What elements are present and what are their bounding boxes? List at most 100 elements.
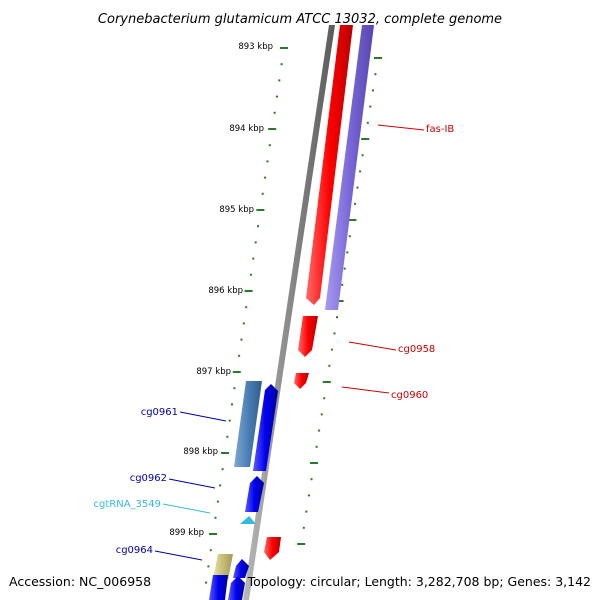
leader-cgtrna [162,503,211,514]
major-tick [348,219,357,221]
gene-blue-bottom-right-feature[interactable] [228,576,245,600]
label-leaders [154,124,425,561]
major-tick [297,543,306,545]
minor-tick [354,202,356,205]
major-tick [268,128,277,130]
leader-cg0961 [179,411,227,422]
gene-cg0960-feature[interactable] [294,373,309,389]
minor-tick [238,354,241,357]
minor-tick [371,89,374,92]
gene-label-cg0962[interactable]: cg0962 [130,473,167,484]
major-tick [232,371,241,373]
gene-label-cg0960[interactable]: cg0960 [391,390,428,401]
topology-summary-text: Topology: circular; Length: 3,282,708 bp… [247,574,591,589]
minor-tick [343,267,346,270]
major-tick [310,462,318,464]
minor-tick [333,332,336,335]
gene-blue-bottom-left-feature[interactable] [209,575,228,600]
minor-tick [207,565,210,568]
minor-tick [231,403,233,406]
minor-tick [266,160,269,163]
kbp-label: 898 kbp [183,447,218,457]
minor-tick [242,322,245,325]
minor-tick [228,419,231,422]
minor-tick [252,257,255,260]
kbp-label: 899 kbp [169,528,204,538]
minor-tick [315,445,318,448]
major-tick [256,209,265,211]
leader-cg0960 [341,386,390,394]
leader-fas-ib [377,124,425,131]
gene-fas-ia-feature[interactable] [306,25,353,305]
minor-tick [346,251,349,254]
minor-tick [341,283,344,286]
minor-tick [254,241,257,244]
minor-tick [336,316,338,319]
minor-tick [214,516,217,519]
gene-cg0962-feature[interactable] [245,476,264,512]
minor-tick [374,73,377,76]
major-tick [209,533,218,535]
gene-red-899-feature[interactable] [264,537,281,560]
minor-tick [356,186,359,189]
minor-tick [249,273,252,276]
gene-cgtRNA-3549-feature[interactable] [240,516,256,524]
minor-tick [328,364,331,367]
minor-tick [245,306,248,309]
minor-tick [240,338,243,341]
gene-cg0961-feature[interactable] [234,381,262,467]
minor-tick [275,95,278,98]
kbp-label: 896 kbp [208,286,243,296]
minor-tick [278,79,281,82]
minor-tick [330,348,333,351]
minor-tick [348,235,351,238]
minor-tick [233,387,236,390]
minor-tick [280,63,283,66]
minor-tick [261,192,264,195]
major-tick [280,47,288,49]
minor-tick [307,494,310,497]
leader-cg0958 [348,341,397,351]
gene-label-cg0964[interactable]: cg0964 [116,545,153,556]
minor-tick [273,111,276,114]
major-tick [322,381,331,383]
gene-cg0958-feature[interactable] [298,316,318,357]
gene-label-fas-ib[interactable]: fas-IB [426,124,454,135]
minor-tick [361,154,364,157]
minor-tick [216,500,219,503]
gene-cg0961b-feature[interactable] [253,384,278,471]
minor-tick [226,435,229,438]
gene-cg0964-feature[interactable] [213,554,233,580]
leader-cg0964 [154,550,203,561]
gene-fas-ib-feature[interactable] [325,25,374,310]
kbp-label: 893 kbp [238,42,273,52]
kbp-label: 897 kbp [196,367,231,377]
gene-labels: fas-IB cg0958 cg0960 cg0961 cg0962 cgtRN… [94,124,455,556]
accession-text: Accession: NC_006958 [9,574,151,589]
major-tick [221,452,229,454]
minor-tick [302,526,305,529]
map-title: Corynebacterium glutamicum ATCC 13032, c… [98,12,502,27]
minor-tick [264,176,267,179]
minor-tick [310,478,313,481]
gene-label-cgtrna-3549[interactable]: cgtRNA_3549 [94,499,162,510]
gene-label-cg0958[interactable]: cg0958 [398,344,435,355]
gene-blue-cg0964b-feature[interactable] [233,559,249,578]
minor-tick [359,170,362,173]
minor-tick [257,225,259,228]
minor-tick [219,484,222,487]
minor-tick [209,549,212,552]
minor-tick [369,105,372,108]
left-tick-track [205,47,288,584]
minor-tick [221,468,224,471]
minor-tick [366,121,369,124]
genome-backbone [243,25,335,600]
kbp-label: 895 kbp [219,205,254,215]
kbp-labels: 893 kbp 894 kbp 895 kbp 896 kbp 897 kbp … [169,42,273,538]
leader-cg0962 [168,478,216,489]
gene-label-cg0961[interactable]: cg0961 [141,407,178,418]
major-tick [361,138,370,140]
right-tick-track [297,57,382,545]
major-tick [335,300,344,302]
minor-tick [318,429,321,432]
